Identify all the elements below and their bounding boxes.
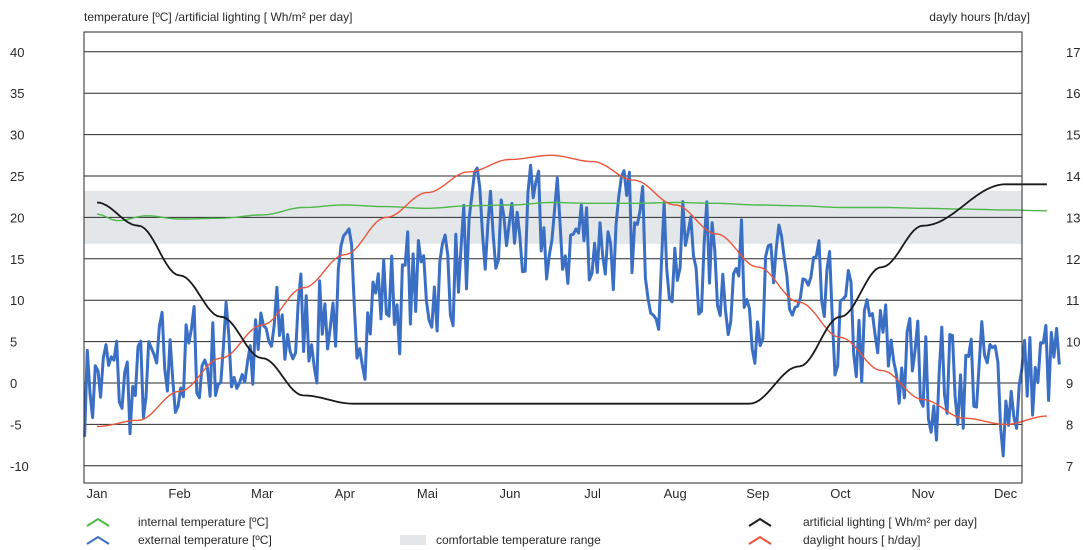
- month-tick-label: Oct: [830, 486, 851, 501]
- right-tick-label: 8: [1066, 417, 1073, 432]
- daylight-hours-line: [96, 154, 1047, 428]
- month-tick-label: Jan: [87, 486, 108, 501]
- month-tick-label: Mar: [251, 486, 274, 501]
- left-tick-label: 15: [10, 252, 24, 267]
- left-tick-label: 30: [10, 128, 24, 143]
- legend-internal: internal temperature [ºC]: [138, 515, 268, 529]
- month-tick-label: Jun: [500, 486, 521, 501]
- artificial-lighting-swatch: [748, 517, 772, 527]
- month-tick-label: Apr: [335, 486, 356, 501]
- chart-ticks: 40 35 30 25 20 15 10 5 0 -5 -10 17 16 15 14 13 12 11 10 9 8 7…: [10, 45, 1080, 501]
- month-tick-label: Mai: [417, 486, 438, 501]
- artificial-lighting-line: [96, 183, 1047, 405]
- left-tick-label: 20: [10, 210, 24, 225]
- internal-temperature-swatch: [86, 517, 110, 527]
- right-tick-label: 13: [1066, 210, 1080, 225]
- right-axis-title: dayly hours [h/day]: [929, 10, 1030, 24]
- legend-daylight-label: daylight hours [ h/day]: [803, 533, 921, 547]
- month-tick-label: Sep: [746, 486, 769, 501]
- right-tick-label: 16: [1066, 86, 1080, 101]
- left-tick-label: 25: [10, 169, 24, 184]
- month-tick-label: Nov: [911, 486, 935, 501]
- left-tick-label: 40: [10, 45, 24, 60]
- right-tick-label: 9: [1066, 376, 1073, 391]
- left-tick-label: 5: [10, 335, 17, 350]
- chart-frame: [83, 31, 1023, 484]
- legend-daylight: daylight hours [ h/day]: [803, 533, 920, 547]
- right-tick-label: 10: [1066, 335, 1080, 350]
- legend-comfort-label: comfortable temperature range: [436, 533, 601, 547]
- legend-internal-label: internal temperature [ºC]: [138, 515, 269, 529]
- daylight-hours-swatch: [748, 535, 772, 545]
- legend-external: external temperature [ºC]: [138, 533, 272, 547]
- chart-series: [83, 154, 1061, 458]
- legend-swatches: [86, 517, 772, 545]
- month-tick-label: Dec: [994, 486, 1018, 501]
- left-tick-label: -10: [10, 459, 29, 474]
- left-tick-label: 0: [10, 376, 17, 391]
- right-tick-label: 14: [1066, 169, 1080, 184]
- left-tick-label: -5: [10, 417, 22, 432]
- right-tick-label: 11: [1066, 293, 1080, 308]
- right-tick-label: 15: [1066, 128, 1080, 143]
- plot-frame: [83, 31, 1023, 484]
- month-tick-label: Jul: [584, 486, 601, 501]
- month-tick-label: Feb: [168, 486, 190, 501]
- legend-comfort: comfortable temperature range: [400, 533, 601, 547]
- right-tick-label: 7: [1066, 459, 1073, 474]
- left-axis-title: temperature [ºC] /artificial lighting [ …: [84, 10, 353, 24]
- left-tick-label: 35: [10, 86, 24, 101]
- external-temperature-swatch: [86, 535, 110, 545]
- legend-lighting-label: artificial lighting [ Wh/m² per day]: [803, 515, 978, 529]
- legend-external-label: external temperature [ºC]: [138, 533, 272, 547]
- left-tick-label: 10: [10, 293, 24, 308]
- legend-lighting: artificial lighting [ Wh/m² per day]: [803, 515, 977, 529]
- month-tick-label: Aug: [664, 486, 687, 501]
- internal-temperature-line: [96, 201, 1047, 222]
- right-tick-label: 12: [1066, 252, 1080, 267]
- right-tick-label: 17: [1066, 45, 1080, 60]
- comfort-range-swatch: [400, 535, 426, 545]
